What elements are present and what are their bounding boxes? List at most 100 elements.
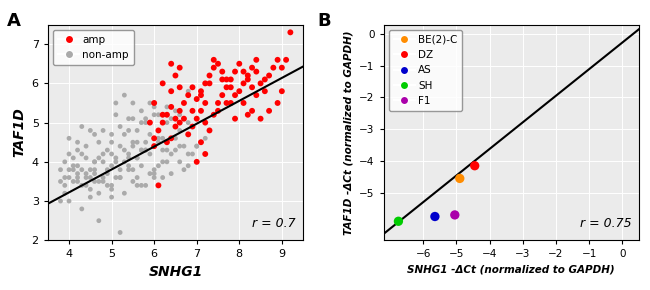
- Point: [200, 101, 211, 105]
- Point: [72, 164, 83, 168]
- Point: [192, 116, 202, 121]
- Point: [149, 113, 159, 117]
- Point: [209, 65, 219, 70]
- Point: [277, 65, 287, 70]
- Point: [132, 156, 142, 160]
- Point: [247, 85, 257, 90]
- Point: [170, 136, 181, 141]
- Point: [469, 163, 480, 168]
- Point: [174, 65, 185, 70]
- Point: [183, 89, 194, 94]
- Point: [157, 148, 168, 152]
- Point: [242, 77, 253, 82]
- Point: [277, 89, 287, 94]
- Point: [242, 73, 253, 78]
- Point: [264, 108, 274, 113]
- Point: [60, 175, 70, 180]
- Point: [200, 136, 211, 141]
- Point: [192, 144, 202, 148]
- Point: [94, 156, 104, 160]
- Point: [174, 120, 185, 125]
- Point: [230, 93, 240, 97]
- Point: [153, 164, 164, 168]
- Point: [179, 101, 189, 105]
- Point: [127, 167, 138, 172]
- Point: [107, 164, 117, 168]
- Point: [430, 214, 440, 219]
- Point: [166, 136, 176, 141]
- Point: [170, 124, 181, 129]
- Point: [60, 160, 70, 164]
- Point: [85, 128, 96, 133]
- Point: [102, 171, 112, 176]
- Point: [124, 128, 134, 133]
- Point: [255, 81, 266, 86]
- Point: [192, 160, 202, 164]
- Point: [89, 167, 99, 172]
- Point: [145, 152, 155, 156]
- Point: [85, 167, 96, 172]
- Point: [170, 116, 181, 121]
- Point: [102, 183, 112, 188]
- Point: [204, 73, 214, 78]
- Point: [107, 152, 117, 156]
- Point: [81, 156, 91, 160]
- Point: [162, 148, 172, 152]
- Point: [140, 116, 151, 121]
- Point: [55, 167, 66, 172]
- Point: [179, 144, 189, 148]
- Point: [111, 156, 121, 160]
- Point: [124, 116, 134, 121]
- Point: [251, 57, 261, 62]
- Point: [81, 183, 91, 188]
- Point: [140, 140, 151, 144]
- Point: [77, 124, 87, 129]
- Point: [72, 140, 83, 144]
- Point: [119, 160, 129, 164]
- Point: [204, 81, 214, 86]
- Point: [187, 108, 198, 113]
- Point: [162, 105, 172, 109]
- Point: [450, 213, 460, 217]
- Point: [209, 113, 219, 117]
- Point: [226, 85, 236, 90]
- Point: [145, 132, 155, 137]
- Point: [272, 57, 283, 62]
- Point: [157, 120, 168, 125]
- Point: [107, 132, 117, 137]
- Point: [98, 152, 109, 156]
- Point: [157, 113, 168, 117]
- Point: [140, 183, 151, 188]
- Point: [115, 175, 125, 180]
- Point: [77, 183, 87, 188]
- Point: [174, 113, 185, 117]
- Point: [157, 81, 168, 86]
- Point: [127, 140, 138, 144]
- Point: [140, 148, 151, 152]
- Y-axis label: TAF1D -ΔCt (normalized to GAPDH): TAF1D -ΔCt (normalized to GAPDH): [344, 30, 354, 235]
- Point: [166, 89, 176, 94]
- Point: [153, 136, 164, 141]
- Point: [60, 183, 70, 188]
- Point: [145, 101, 155, 105]
- Point: [196, 89, 206, 94]
- Point: [102, 148, 112, 152]
- Point: [68, 179, 79, 184]
- Point: [119, 93, 129, 97]
- Point: [179, 116, 189, 121]
- Point: [200, 152, 211, 156]
- Point: [127, 179, 138, 184]
- Point: [115, 175, 125, 180]
- Point: [166, 152, 176, 156]
- Point: [230, 116, 240, 121]
- Point: [119, 148, 129, 152]
- Point: [204, 128, 214, 133]
- Point: [157, 160, 168, 164]
- Point: [179, 167, 189, 172]
- Point: [170, 148, 181, 152]
- Point: [111, 175, 121, 180]
- Point: [149, 136, 159, 141]
- Point: [132, 183, 142, 188]
- Point: [187, 152, 198, 156]
- Point: [111, 160, 121, 164]
